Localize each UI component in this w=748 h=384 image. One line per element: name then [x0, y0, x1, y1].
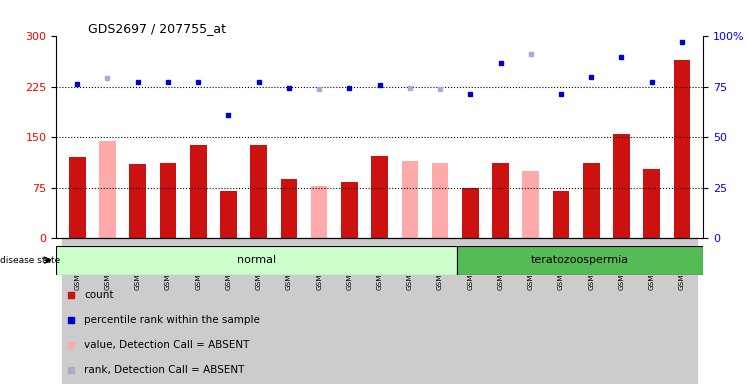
Bar: [643, 169, 660, 238]
Text: count: count: [84, 290, 114, 300]
Bar: [402, 161, 418, 238]
Bar: [553, 191, 569, 238]
Text: disease state: disease state: [0, 256, 61, 265]
Bar: [129, 164, 146, 238]
Bar: [341, 182, 358, 238]
Bar: [492, 163, 509, 238]
Bar: [93, 238, 123, 383]
Bar: [183, 238, 213, 383]
Bar: [190, 146, 206, 238]
Text: rank, Detection Call = ABSENT: rank, Detection Call = ABSENT: [84, 365, 245, 375]
Bar: [432, 163, 448, 238]
Bar: [334, 238, 364, 383]
Bar: [56, 246, 456, 275]
Text: percentile rank within the sample: percentile rank within the sample: [84, 315, 260, 325]
Bar: [462, 188, 479, 238]
Bar: [99, 141, 116, 238]
Bar: [304, 238, 334, 383]
Bar: [395, 238, 425, 383]
Bar: [425, 238, 456, 383]
Bar: [364, 238, 395, 383]
Bar: [213, 238, 244, 383]
Bar: [456, 246, 703, 275]
Bar: [280, 179, 297, 238]
Text: normal: normal: [237, 255, 276, 265]
Bar: [515, 238, 546, 383]
Bar: [456, 238, 485, 383]
Bar: [522, 171, 539, 238]
Bar: [613, 134, 630, 238]
Bar: [69, 157, 85, 238]
Bar: [666, 238, 697, 383]
Bar: [153, 238, 183, 383]
Bar: [251, 146, 267, 238]
Bar: [576, 238, 607, 383]
Text: GDS2697 / 207755_at: GDS2697 / 207755_at: [88, 22, 227, 35]
Bar: [123, 238, 153, 383]
Bar: [583, 163, 600, 238]
Bar: [62, 238, 93, 383]
Bar: [159, 163, 177, 238]
Bar: [371, 156, 388, 238]
Bar: [485, 238, 515, 383]
Bar: [637, 238, 666, 383]
Text: value, Detection Call = ABSENT: value, Detection Call = ABSENT: [84, 340, 249, 350]
Bar: [311, 186, 328, 238]
Bar: [274, 238, 304, 383]
Bar: [674, 60, 690, 238]
Bar: [220, 191, 237, 238]
Text: teratozoospermia: teratozoospermia: [531, 255, 629, 265]
Bar: [607, 238, 637, 383]
Bar: [546, 238, 576, 383]
Bar: [244, 238, 274, 383]
